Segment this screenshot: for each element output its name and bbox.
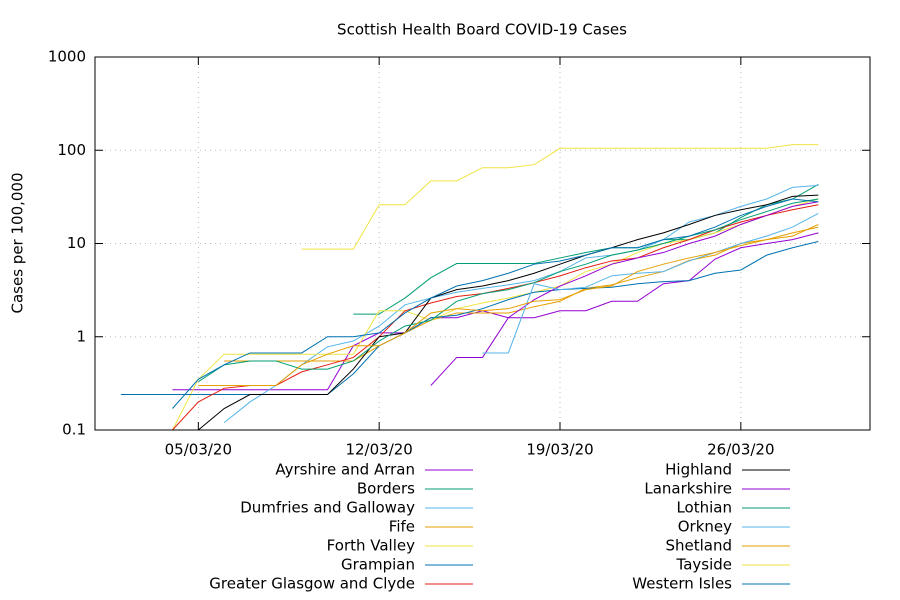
y-tick-label: 1000 <box>48 48 86 66</box>
series-line <box>172 232 819 391</box>
series-line <box>120 241 819 396</box>
series-line <box>198 198 819 383</box>
legend-label: Grampian <box>341 556 415 574</box>
series-line <box>172 198 819 409</box>
legend-label: Dumfries and Galloway <box>240 499 415 517</box>
legend-label: Forth Valley <box>327 537 415 555</box>
x-tick-label: 19/03/20 <box>526 441 593 459</box>
chart-title: Scottish Health Board COVID-19 Cases <box>337 21 627 39</box>
y-tick-label: 1 <box>76 327 86 345</box>
legend-label: Shetland <box>665 537 732 555</box>
y-tick-label: 100 <box>57 141 86 159</box>
legend-label: Tayside <box>676 556 732 574</box>
y-tick-label: 10 <box>67 234 86 252</box>
series-line <box>172 204 819 430</box>
y-axis-label: Cases per 100,000 <box>9 172 27 313</box>
x-tick-label: 26/03/20 <box>707 441 774 459</box>
legend-label: Western Isles <box>632 575 732 593</box>
series-line <box>482 213 819 354</box>
lines <box>120 144 819 430</box>
legend-label: Lothian <box>676 499 732 517</box>
legend-label: Orkney <box>678 518 732 536</box>
plot-frame <box>94 56 871 431</box>
x-tick-label: 05/03/20 <box>165 441 232 459</box>
legend-label: Greater Glasgow and Clyde <box>209 575 415 593</box>
series-line <box>172 198 819 430</box>
y-tick-label: 0.1 <box>62 421 86 439</box>
legend-label: Highland <box>665 461 732 479</box>
legend-label: Fife <box>389 518 415 536</box>
legend-label: Borders <box>357 480 415 498</box>
labels: 0.1 1 10 100 1000 05/03/20 12/03/20 19/03/20 26/… <box>48 48 790 593</box>
series-line <box>223 184 819 424</box>
series-line <box>198 194 819 430</box>
series-line <box>430 201 819 386</box>
series-line <box>224 226 819 362</box>
series-line <box>301 144 819 250</box>
x-tick-label: 12/03/20 <box>345 441 412 459</box>
legend-label: Lanarkshire <box>644 480 732 498</box>
series-line <box>353 183 819 315</box>
series-line <box>198 224 819 387</box>
legend-label: Ayrshire and Arran <box>275 461 415 479</box>
